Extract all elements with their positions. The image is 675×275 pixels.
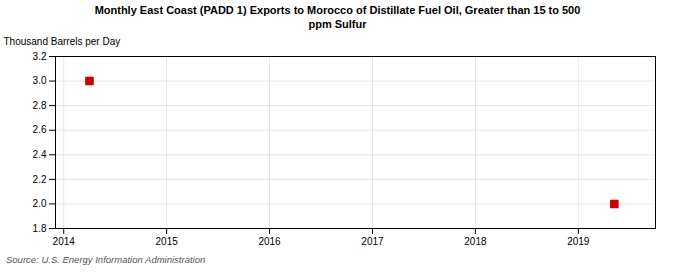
svg-text:2018: 2018: [464, 235, 487, 246]
svg-text:2.0: 2.0: [33, 198, 47, 209]
svg-text:2.8: 2.8: [33, 99, 47, 110]
svg-text:Thousand Barrels per Day: Thousand Barrels per Day: [4, 35, 121, 46]
svg-text:3.0: 3.0: [33, 75, 47, 86]
svg-text:1.8: 1.8: [33, 222, 47, 233]
svg-text:2.2: 2.2: [33, 173, 47, 184]
svg-text:2.4: 2.4: [33, 149, 47, 160]
svg-text:2.6: 2.6: [33, 124, 47, 135]
html-text:Monthly East Coast (PADD 1) Ex: Monthly East Coast (PADD 1) Exports to M…: [94, 4, 581, 31]
svg-text:2019: 2019: [567, 235, 590, 246]
html-text:Source: U.S. Energy Informatio: Source: U.S. Energy Information Administ…: [6, 253, 206, 265]
svg-text:2015: 2015: [156, 235, 179, 246]
svg-text:2017: 2017: [361, 235, 384, 246]
svg-text:2016: 2016: [258, 235, 281, 246]
svg-text:3.2: 3.2: [33, 50, 47, 61]
svg-text:2014: 2014: [53, 235, 76, 246]
